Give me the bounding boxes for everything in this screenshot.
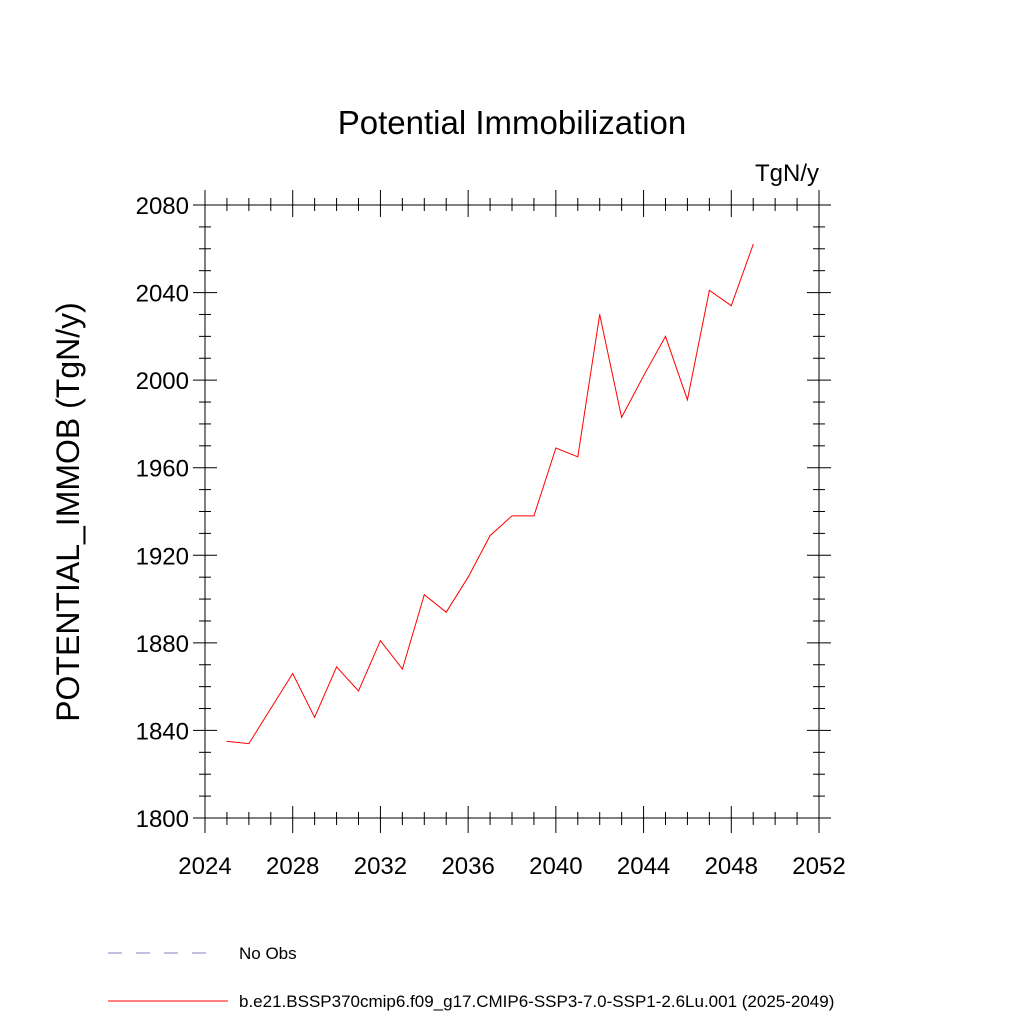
x-tick-label: 2052 bbox=[792, 853, 845, 880]
data-point bbox=[489, 535, 491, 537]
units-label: TgN/y bbox=[755, 160, 819, 187]
y-tick-label: 1800 bbox=[136, 806, 189, 833]
series-layer bbox=[226, 243, 754, 745]
data-point bbox=[577, 456, 579, 458]
data-point bbox=[686, 399, 688, 401]
data-point bbox=[401, 668, 403, 670]
y-axis-label: POTENTIAL_IMMOB (TgN/y) bbox=[50, 302, 86, 722]
data-point bbox=[643, 375, 645, 377]
y-tick-label: 2000 bbox=[136, 368, 189, 395]
data-point bbox=[270, 708, 272, 710]
x-tick-label: 2028 bbox=[266, 853, 319, 880]
x-tick-label: 2040 bbox=[529, 853, 582, 880]
data-point bbox=[511, 515, 513, 517]
data-point bbox=[467, 576, 469, 578]
series-line-0 bbox=[226, 244, 754, 745]
x-tick-label: 2032 bbox=[354, 853, 407, 880]
y-tick-label: 1920 bbox=[136, 543, 189, 570]
legend-no-obs-label: No Obs bbox=[239, 944, 297, 963]
plot-frame bbox=[204, 204, 820, 819]
data-point bbox=[708, 289, 710, 291]
y-tick-label: 1960 bbox=[136, 456, 189, 483]
chart-title: Potential Immobilization bbox=[338, 104, 687, 141]
data-point bbox=[423, 594, 425, 596]
axes: 1800 1840 1880 1920 1960 2000 2040 2080 2024 2028… bbox=[136, 190, 846, 880]
data-point bbox=[226, 740, 228, 742]
x-tick-label: 2044 bbox=[617, 853, 670, 880]
data-point bbox=[336, 666, 338, 668]
data-point bbox=[314, 716, 316, 718]
data-point bbox=[292, 673, 294, 675]
data-point bbox=[752, 243, 754, 245]
y-tick-label: 1880 bbox=[136, 631, 189, 658]
legend: No Obs b.e21.BSSP370cmip6.f09_g17.CMIP6-… bbox=[108, 944, 834, 1011]
legend-model-label: b.e21.BSSP370cmip6.f09_g17.CMIP6-SSP3-7.… bbox=[239, 992, 834, 1011]
y-tick-label: 2080 bbox=[136, 193, 189, 220]
data-point bbox=[599, 313, 601, 315]
data-point bbox=[621, 416, 623, 418]
data-point bbox=[665, 335, 666, 337]
data-point bbox=[533, 515, 535, 517]
data-point bbox=[445, 611, 447, 613]
x-tick-label: 2048 bbox=[705, 853, 758, 880]
x-tick-label: 2036 bbox=[441, 853, 494, 880]
data-point bbox=[358, 690, 359, 692]
y-tick-label: 1840 bbox=[136, 718, 189, 745]
data-point bbox=[248, 743, 250, 745]
data-point bbox=[730, 305, 732, 307]
data-point bbox=[379, 640, 381, 642]
data-point bbox=[555, 447, 557, 449]
x-tick-label: 2024 bbox=[178, 853, 231, 880]
y-tick-label: 2040 bbox=[136, 281, 189, 308]
